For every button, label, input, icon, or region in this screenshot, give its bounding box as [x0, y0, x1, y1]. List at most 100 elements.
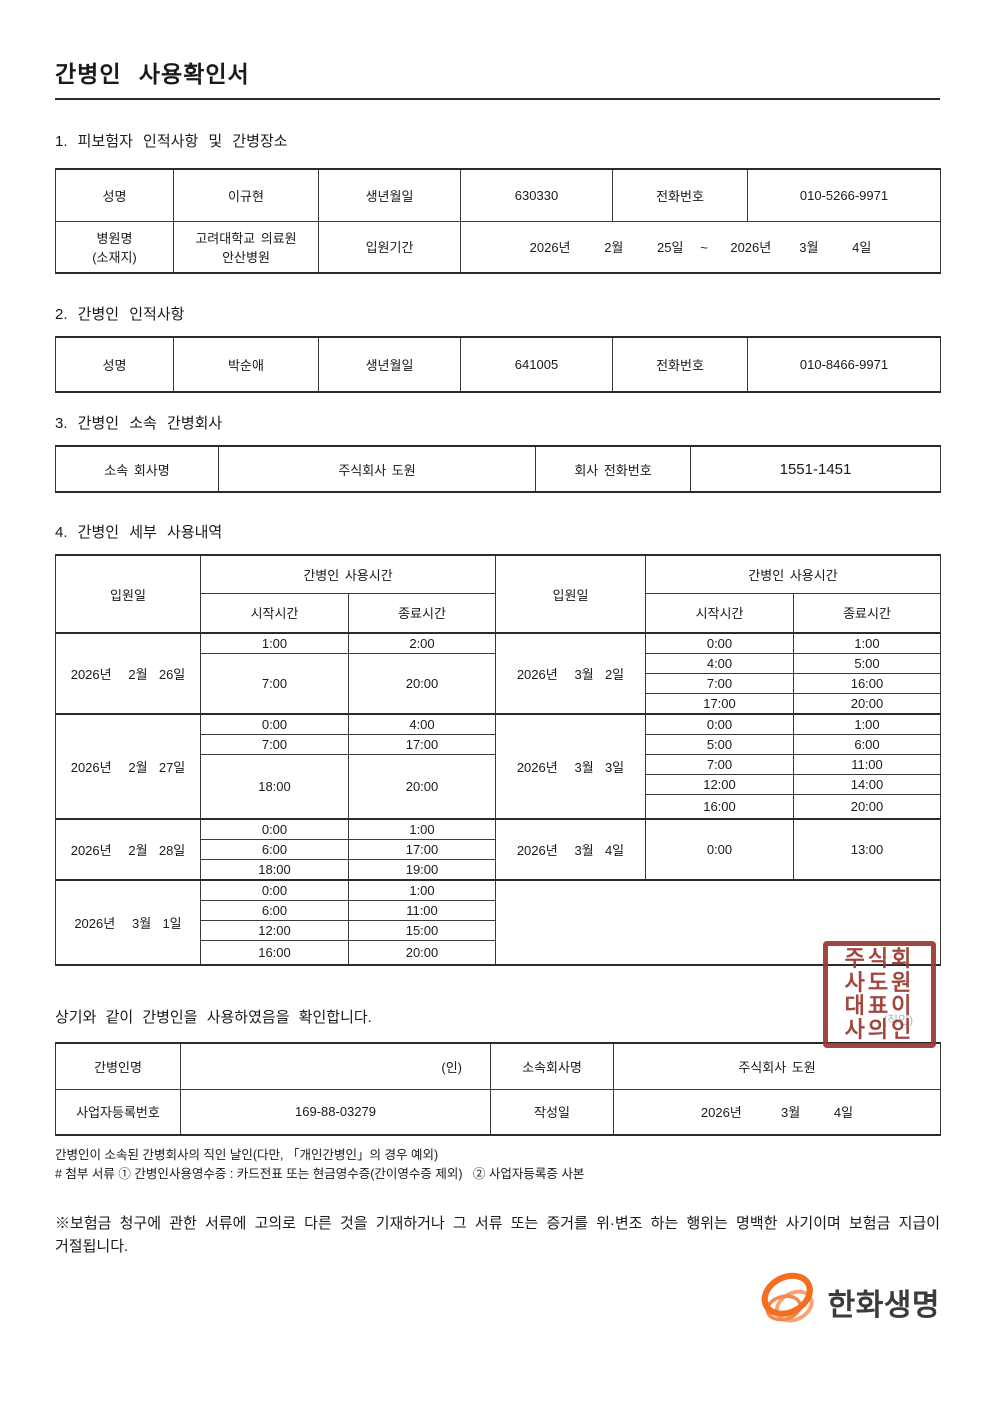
start-time-cell: 12:00 [645, 774, 794, 795]
end-time-cell: 6:00 [793, 734, 941, 755]
start-time-cell: 7:00 [645, 754, 794, 775]
start-time-cell: 7:00 [200, 734, 349, 755]
insured-info-table: 성명 이규현 생년월일 630330 전화번호 010-5266-9971 병원… [55, 168, 941, 274]
company-name-label: 소속 회사명 [55, 445, 219, 493]
start-time-cell: 1:00 [200, 632, 349, 654]
caregiver-info-table: 성명 박순애 생년월일 641005 전화번호 010-8466-9971 [55, 336, 941, 393]
end-time-cell: 11:00 [348, 899, 496, 921]
end-time-cell: 20:00 [793, 693, 941, 715]
left-start-header: 시작시간 [200, 592, 349, 634]
end-time-cell: 1:00 [793, 713, 941, 735]
caregiver-name-value: 박순애 [173, 336, 319, 393]
start-time-cell: 0:00 [200, 878, 349, 901]
caregiver-phone-label: 전화번호 [612, 336, 748, 393]
right-start-header: 시작시간 [645, 592, 794, 634]
end-time-cell: 1:00 [348, 817, 496, 840]
start-time-cell: 18:00 [200, 858, 349, 880]
company-phone-label: 회사 전화번호 [535, 445, 691, 493]
seal-row: 대표이 [844, 993, 915, 1019]
section4-heading: 4. 간병인 세부 사용내역 [55, 524, 223, 541]
business-no-label: 사업자등록번호 [55, 1088, 181, 1136]
start-time-cell: 0:00 [200, 713, 349, 735]
caregiver-birth-label: 생년월일 [318, 336, 461, 393]
hospital-label-line1: 병원명 [96, 230, 133, 246]
empty-usage-cell [495, 878, 941, 966]
insured-name-label: 성명 [55, 168, 174, 222]
start-time-cell: 6:00 [200, 899, 349, 921]
start-time-cell: 0:00 [200, 817, 349, 840]
start-time-cell: 4:00 [645, 653, 794, 674]
hospital-value: 고려대학교 의료원 안산병원 [173, 220, 319, 274]
end-time-cell: 20:00 [348, 939, 496, 966]
end-time-cell: 20:00 [348, 653, 496, 715]
end-time-cell: 20:00 [348, 754, 496, 819]
end-time-cell: 17:00 [348, 838, 496, 860]
end-time-cell: 19:00 [348, 858, 496, 880]
seal-row: 주식회 [844, 945, 915, 971]
right-usage-header: 간병인 사용시간 [645, 554, 941, 594]
caregiver-birth-value: 641005 [460, 336, 613, 393]
admission-period-value: 2026년 2월 25일 ~ 2026년 3월 4일 [460, 220, 941, 274]
start-time-cell: 5:00 [645, 734, 794, 755]
hospital-value-line2: 안산병원 [222, 249, 270, 265]
admission-date-cell: 2026년 3월 4일 [495, 817, 646, 880]
start-time-cell: 18:00 [200, 754, 349, 819]
end-time-cell: 2:00 [348, 632, 496, 654]
left-usage-header: 간병인 사용시간 [200, 554, 496, 594]
caregiver-phone-value: 010-8466-9971 [747, 336, 941, 393]
hanwha-logo: 한화생명 [55, 1272, 940, 1330]
page-title: 간병인 사용확인서 [55, 61, 250, 87]
usage-detail-table: 입원일 간병인 사용시간 입원일 간병인 사용시간 시작시간 종료시간 시작시간… [55, 554, 941, 966]
admission-date-cell: 2026년 3월 1일 [55, 878, 201, 966]
admission-period-label: 입원기간 [318, 220, 461, 274]
care-company-table: 소속 회사명 주식회사 도원 회사 전화번호 1551-1451 [55, 445, 941, 493]
company-seal-hint: (직인) [883, 1013, 914, 1027]
footnote-line2: # 첨부 서류 ① 간병인사용영수증 : 카드전표 또는 현금영수증(간이영수증… [55, 1167, 585, 1182]
fraud-warning: ※보험금 청구에 관한 서류에 고의로 다른 것을 기재하거나 그 서류 또는 … [55, 1214, 940, 1255]
signer-company-value: 주식회사 도원 [613, 1042, 941, 1090]
end-time-cell: 11:00 [793, 754, 941, 775]
insured-birth-value: 630330 [460, 168, 613, 222]
end-time-cell: 1:00 [793, 632, 941, 654]
end-time-cell: 14:00 [793, 774, 941, 795]
hospital-label-line2: (소재지) [92, 249, 137, 265]
admission-date-cell: 2026년 2월 26일 [55, 632, 201, 715]
left-end-header: 종료시간 [348, 592, 496, 634]
start-time-cell: 16:00 [200, 939, 349, 966]
admission-date-cell: 2026년 3월 3일 [495, 713, 646, 819]
title-divider [55, 98, 940, 100]
section2-heading: 2. 간병인 인적사항 [55, 306, 185, 323]
end-time-cell: 13:00 [793, 817, 941, 880]
business-no-value: 169-88-03279 [180, 1088, 491, 1136]
signature-table: 간병인명 (인) 소속회사명 주식회사 도원 사업자등록번호 169-88-03… [55, 1042, 941, 1136]
end-time-cell: 1:00 [348, 878, 496, 901]
start-time-cell: 0:00 [645, 713, 794, 735]
section3-heading: 3. 간병인 소속 간병회사 [55, 415, 223, 432]
end-time-cell: 17:00 [348, 734, 496, 755]
report-date-label: 작성일 [490, 1088, 614, 1136]
insured-name-value: 이규현 [173, 168, 319, 222]
seal-row: 사도원 [844, 969, 915, 995]
start-time-cell: 0:00 [645, 817, 794, 880]
confirmation-sentence: 상기와 같이 간병인을 사용하였음을 확인합니다. [55, 1009, 372, 1026]
hanwha-logo-text: 한화생명 [827, 1289, 940, 1323]
hospital-label: 병원명 (소재지) [55, 220, 174, 274]
end-time-cell: 5:00 [793, 653, 941, 674]
admission-date-cell: 2026년 2월 27일 [55, 713, 201, 819]
footnotes: 간병인이 소속된 간병회사의 직인 날인(다만, 「개인간병인」의 경우 예외)… [55, 1146, 940, 1185]
right-date-header: 입원일 [495, 554, 646, 634]
start-time-cell: 16:00 [645, 794, 794, 819]
signer-sign-cell: (인) [180, 1042, 491, 1090]
end-time-cell: 4:00 [348, 713, 496, 735]
company-name-value: 주식회사 도원 [218, 445, 536, 493]
admission-date-cell: 2026년 2월 28일 [55, 817, 201, 880]
insured-birth-label: 생년월일 [318, 168, 461, 222]
signer-name-label: 간병인명 [55, 1042, 181, 1090]
hospital-value-line1: 고려대학교 의료원 [195, 230, 297, 246]
start-time-cell: 7:00 [200, 653, 349, 715]
insured-phone-value: 010-5266-9971 [747, 168, 941, 222]
right-end-header: 종료시간 [793, 592, 941, 634]
seal-row: 사의인 [844, 1017, 915, 1043]
end-time-cell: 15:00 [348, 919, 496, 941]
